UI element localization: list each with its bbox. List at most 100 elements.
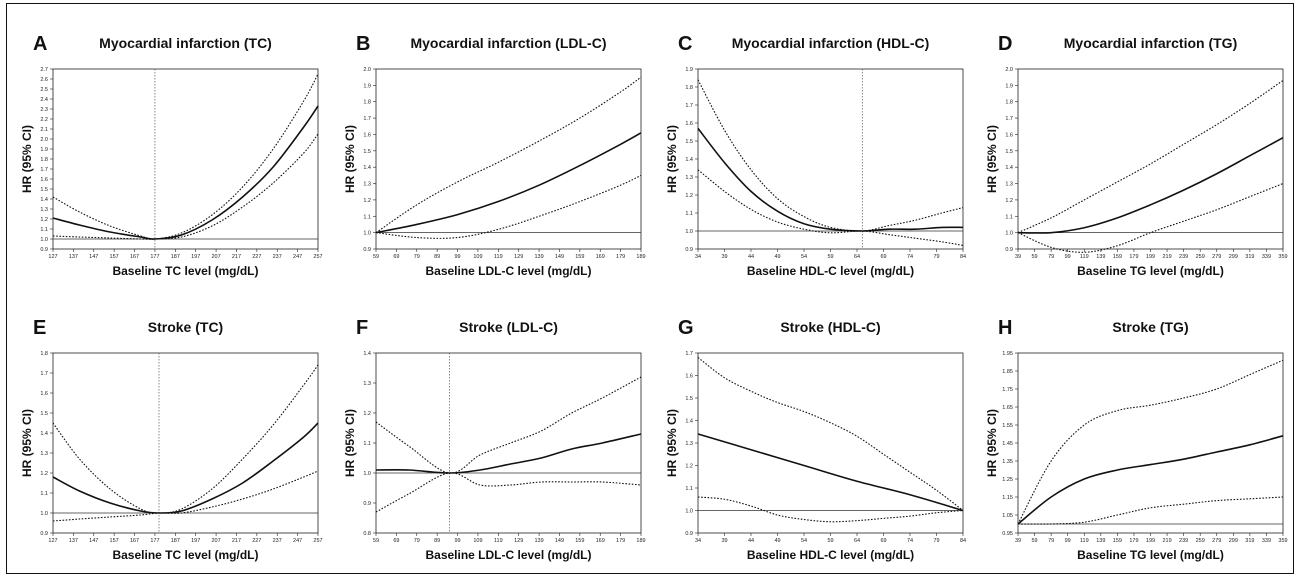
series-upper-line <box>1017 79 1284 234</box>
x-tick-label: 74 <box>907 254 913 260</box>
panel-e: E Stroke (TC) 127 137 147 157 167 177 187 197 207 2… <box>20 317 323 562</box>
series-lower-line <box>697 169 964 246</box>
y-tick-label: 0.9 <box>363 501 371 507</box>
y-tick-label: 0.95 <box>1002 531 1013 537</box>
y-axis-label: HR (95% CI) <box>665 409 679 477</box>
x-axis-label: Baseline HDL-C level (mg/dL) <box>747 548 914 562</box>
y-tick-label: 1.6 <box>1005 132 1013 138</box>
panel-letter: A <box>33 33 47 55</box>
y-tick-label: 1.7 <box>685 351 693 357</box>
x-tick-label: 259 <box>1196 254 1205 260</box>
y-tick-label: 1.7 <box>40 167 48 173</box>
x-tick-label: 39 <box>721 538 727 544</box>
y-tick-label: 1.0 <box>40 511 48 517</box>
y-tick-label: 1.1 <box>685 486 693 492</box>
x-tick-label: 279 <box>1212 538 1221 544</box>
y-tick-label: 1.4 <box>40 431 48 437</box>
x-tick-label: 129 <box>514 538 523 544</box>
y-tick-label: 1.8 <box>363 100 371 106</box>
y-tick-label: 0.9 <box>40 247 48 253</box>
x-tick-label: 39 <box>721 254 727 260</box>
y-tick-label: 0.9 <box>1005 247 1013 253</box>
plot-frame <box>52 68 319 250</box>
y-tick-label: 1.1 <box>40 491 48 497</box>
x-tick-label: 139 <box>534 254 543 260</box>
y-tick-label: 1.0 <box>40 237 48 243</box>
x-tick-label: 84 <box>960 254 966 260</box>
x-tick-label: 239 <box>1179 254 1188 260</box>
panel-title: Stroke (LDL-C) <box>459 319 558 335</box>
x-tick-label: 217 <box>232 254 241 260</box>
panel-letter: E <box>33 317 46 339</box>
y-tick-label: 1.1 <box>685 211 693 217</box>
y-tick-label: 1.7 <box>685 103 693 109</box>
y-tick-label: 1.55 <box>1002 423 1013 429</box>
x-tick-label: 79 <box>1048 254 1054 260</box>
x-tick-label: 59 <box>373 538 379 544</box>
x-tick-label: 179 <box>1129 538 1138 544</box>
y-tick-label: 1.0 <box>363 471 371 477</box>
y-tick-label: 1.1 <box>363 441 371 447</box>
y-tick-label: 1.75 <box>1002 387 1013 393</box>
panel-letter: H <box>998 317 1012 339</box>
series-lower-line <box>52 133 319 240</box>
x-tick-label: 59 <box>827 538 833 544</box>
y-axis-label: HR (95% CI) <box>20 125 34 193</box>
y-tick-label: 2.7 <box>40 67 48 73</box>
y-tick-label: 1.9 <box>685 67 693 73</box>
y-tick-label: 1.1 <box>363 214 371 220</box>
x-tick-label: 69 <box>880 254 886 260</box>
x-tick-label: 59 <box>373 254 379 260</box>
y-tick-label: 2.5 <box>40 87 48 93</box>
panel-title: Myocardial infarction (HDL-C) <box>732 35 930 51</box>
x-tick-label: 159 <box>575 254 584 260</box>
series-upper-line <box>375 376 642 474</box>
x-tick-label: 99 <box>454 254 460 260</box>
x-axis-label: Baseline TG level (mg/dL) <box>1077 264 1224 278</box>
y-tick-label: 0.9 <box>40 531 48 537</box>
y-tick-label: 1.0 <box>685 509 693 515</box>
y-tick-label: 1.3 <box>1005 182 1013 188</box>
x-tick-label: 189 <box>636 538 645 544</box>
x-tick-label: 39 <box>1015 538 1021 544</box>
y-tick-label: 1.5 <box>40 411 48 417</box>
x-tick-label: 179 <box>616 538 625 544</box>
x-tick-label: 109 <box>473 254 482 260</box>
x-tick-label: 219 <box>1162 254 1171 260</box>
x-tick-label: 227 <box>252 254 261 260</box>
x-axis-label: Baseline LDL-C level (mg/dL) <box>425 548 591 562</box>
series-lower-line <box>375 472 642 513</box>
series-lower-line <box>375 174 642 239</box>
x-tick-label: 39 <box>1015 254 1021 260</box>
x-tick-label: 119 <box>494 254 503 260</box>
x-tick-label: 237 <box>273 538 282 544</box>
y-axis-label: HR (95% CI) <box>343 125 357 193</box>
y-tick-label: 2.3 <box>40 107 48 113</box>
x-tick-label: 149 <box>555 538 564 544</box>
series-upper-line <box>52 364 319 514</box>
y-tick-label: 1.5 <box>40 187 48 193</box>
series-estimate-line <box>697 433 964 512</box>
y-tick-label: 1.0 <box>685 229 693 235</box>
panel-title: Stroke (HDL-C) <box>780 319 880 335</box>
y-tick-label: 1.8 <box>1005 100 1013 106</box>
y-tick-label: 1.6 <box>40 177 48 183</box>
y-tick-label: 2.1 <box>40 127 48 133</box>
x-tick-label: 199 <box>1146 538 1155 544</box>
y-tick-label: 1.6 <box>685 121 693 127</box>
x-tick-label: 359 <box>1278 538 1287 544</box>
y-tick-label: 0.9 <box>685 247 693 253</box>
series-lower-line <box>1017 496 1284 525</box>
y-tick-label: 2.0 <box>1005 67 1013 73</box>
panel-title: Myocardial infarction (TC) <box>99 35 272 51</box>
y-tick-label: 0.9 <box>363 247 371 253</box>
y-tick-label: 1.2 <box>363 198 371 204</box>
y-tick-label: 1.85 <box>1002 369 1013 375</box>
panel-title: Myocardial infarction (TG) <box>1064 35 1237 51</box>
y-tick-label: 2.0 <box>363 67 371 73</box>
y-tick-label: 1.6 <box>685 374 693 380</box>
x-axis-label: Baseline HDL-C level (mg/dL) <box>747 264 914 278</box>
x-tick-label: 79 <box>414 538 420 544</box>
y-tick-label: 1.5 <box>1005 149 1013 155</box>
y-tick-label: 1.3 <box>363 381 371 387</box>
